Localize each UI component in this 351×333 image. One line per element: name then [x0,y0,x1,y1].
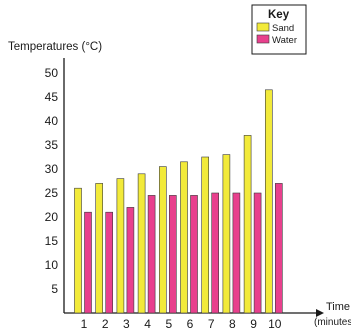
water-bar [126,207,135,314]
sand-bar [201,156,209,314]
y-axis-label: Temperatures (°C) [8,41,102,53]
water-bar [274,183,283,314]
water-bar [253,192,262,314]
sand-bar [137,173,146,314]
x-tick-label: 6 [187,317,194,331]
x-tick-label: 1 [81,317,88,331]
sand-bar [180,161,188,314]
y-tick-label: 40 [45,114,59,128]
sand-bar [95,183,103,314]
y-tick-label: 10 [45,258,59,272]
sand-bar [116,178,125,314]
y-tick-label: 15 [45,234,59,248]
x-tick-label: 5 [165,317,172,331]
water-bar [84,211,92,314]
y-tick-label: 50 [45,66,59,80]
water-bar [232,192,241,314]
y-tick-label: 35 [45,138,59,152]
y-tick-label: 30 [45,162,59,176]
x-tick-label: 10 [268,317,282,331]
legend-label-water: Water [272,35,297,46]
legend-swatch-water [256,34,270,44]
x-tick-label: 3 [123,317,130,331]
x-axis-label-line2: (minutes) [314,317,351,328]
x-tick-label: 4 [144,317,151,331]
x-tick-label: 9 [250,317,257,331]
water-bar [190,195,198,314]
y-tick-label: 5 [51,282,58,296]
sand-bar [222,154,231,314]
x-tick-label: 2 [102,317,109,331]
sand-bar [264,89,273,314]
water-bar [211,192,219,314]
y-tick-label: 25 [45,186,59,200]
x-axis-arrowhead [316,309,324,317]
bar-group [74,89,283,314]
water-bar [105,211,113,314]
legend-label-sand: Sand [272,23,294,34]
x-axis-label-line1: Time [326,301,350,313]
sand-bar [74,187,82,314]
sand-bar [159,166,167,314]
sand-bar [243,135,252,314]
x-tick-labels: 1 2 3 4 5 6 7 8 9 10 [81,317,282,331]
y-tick-labels: 5 10 15 20 25 30 35 40 45 50 [45,66,59,296]
water-bar [169,195,177,314]
x-tick-label: 7 [208,317,215,331]
x-axis-label: Time (minutes) [314,301,351,328]
y-tick-label: 20 [45,210,59,224]
x-tick-label: 8 [229,317,236,331]
legend-title: Key [268,9,290,21]
y-tick-label: 45 [45,90,59,104]
water-bar [147,195,156,314]
legend-swatch-sand [256,22,270,32]
